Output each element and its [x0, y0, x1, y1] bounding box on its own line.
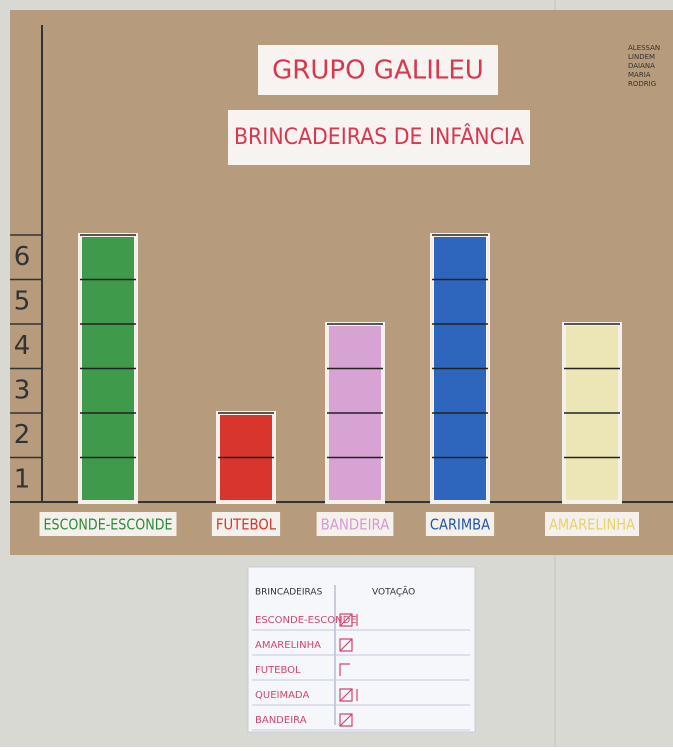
tally — [339, 638, 353, 652]
label-box — [211, 512, 281, 536]
x-tick-label: CARIMBA — [430, 516, 491, 534]
y-tick-label: 2 — [14, 420, 31, 450]
annotation: LINDEM — [628, 53, 655, 61]
x-tick-label: AMARELINHA — [549, 516, 636, 534]
x-tick-label: ESCONDE-ESCONDE — [44, 516, 173, 534]
tally — [339, 613, 358, 627]
annotation: MARIA — [628, 71, 651, 79]
label-box — [39, 512, 177, 536]
annotation: RODRIG — [628, 80, 656, 88]
tally — [339, 713, 353, 727]
table-header: VOTAÇÃO — [372, 587, 415, 598]
y-tick-label: 1 — [14, 464, 31, 494]
row-label: AMARELINHA — [255, 640, 321, 651]
annotation: DAIANA — [628, 62, 655, 70]
row-label: ESCONDE-ESCONDE — [255, 615, 357, 626]
title-box — [258, 45, 498, 95]
y-tick-label: 3 — [14, 375, 31, 405]
row-label: QUEIMADA — [255, 690, 309, 701]
row-label: FUTEBOL — [255, 665, 301, 676]
tally — [339, 688, 358, 702]
chart-subtitle: BRINCADEIRAS DE INFÂNCIA — [234, 124, 524, 150]
annotation: ALESSAN — [628, 44, 660, 52]
chart-title: GRUPO GALILEU — [272, 56, 484, 86]
label-box — [316, 512, 394, 536]
row-label: BANDEIRA — [255, 715, 307, 726]
label-box — [545, 512, 639, 536]
label-box — [425, 512, 495, 536]
subtitle-box — [228, 110, 530, 165]
x-tick-label: BANDEIRA — [321, 516, 390, 534]
table-header: BRINCADEIRAS — [255, 588, 323, 598]
y-tick-label: 4 — [14, 331, 31, 361]
x-tick-label: FUTEBOL — [216, 516, 277, 534]
y-tick-label: 5 — [14, 286, 31, 316]
y-tick-label: 6 — [14, 242, 31, 272]
tally — [339, 663, 350, 676]
